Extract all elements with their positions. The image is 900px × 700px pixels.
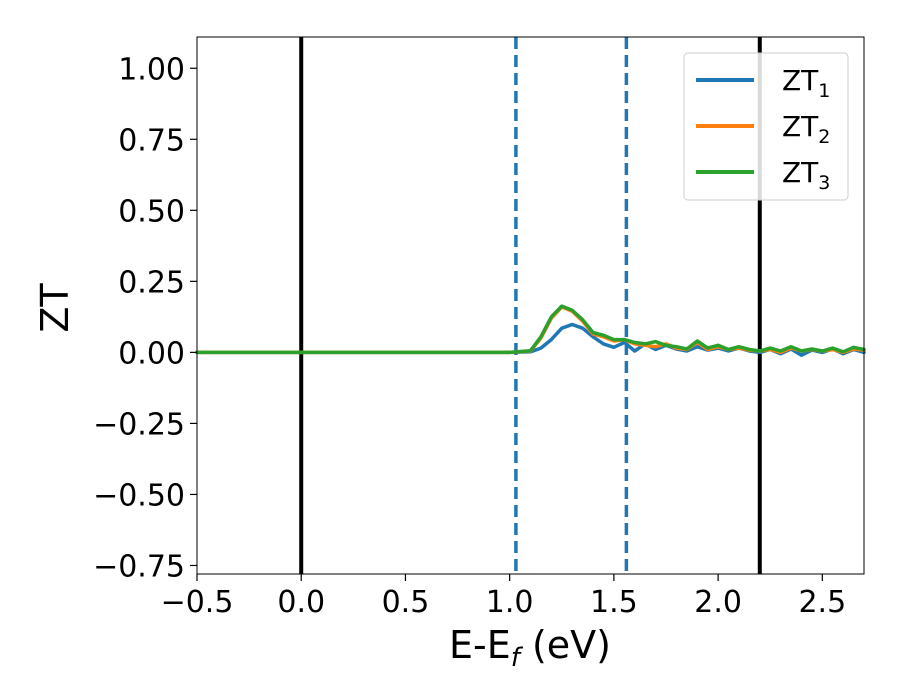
y-tick-label: 0.50: [118, 194, 185, 229]
y-tick-label: −0.75: [93, 549, 185, 584]
x-tick-label: −0.5: [161, 585, 234, 620]
y-tick-label: 0.25: [118, 265, 185, 300]
x-axis-label: E-Ef (eV): [449, 623, 611, 673]
y-tick-label: 0.00: [118, 336, 185, 371]
y-tick-label: 1.00: [118, 52, 185, 87]
x-tick-label: 0.0: [277, 585, 325, 620]
y-tick-label: 0.75: [118, 123, 185, 158]
x-tick-label: 2.0: [694, 585, 742, 620]
y-tick-label: −0.50: [93, 478, 185, 513]
y-tick-label: −0.25: [93, 407, 185, 442]
x-tick-label: 1.0: [486, 585, 534, 620]
y-axis-label: ZT: [33, 283, 77, 333]
legend-box: [683, 52, 849, 201]
legend-label-1: ZT1: [782, 64, 830, 102]
legend-label-2: ZT2: [782, 110, 830, 148]
x-tick-label: 2.5: [798, 585, 846, 620]
series-line-3: [195, 304, 866, 355]
x-tick-label: 1.5: [590, 585, 638, 620]
plot-frame: [196, 36, 865, 575]
legend-label-3: ZT3: [782, 156, 830, 194]
x-tick-label: 0.5: [382, 585, 430, 620]
legend: ZT1 ZT2 ZT3: [683, 52, 849, 201]
